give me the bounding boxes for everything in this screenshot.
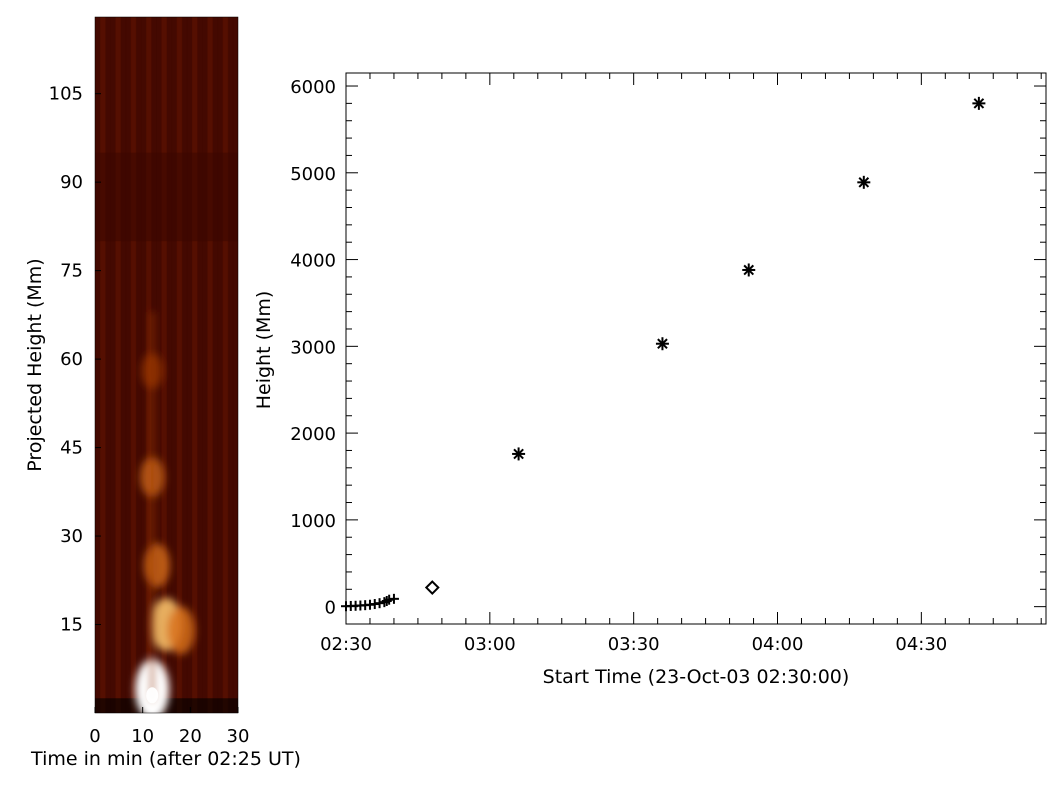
- data-point-asterisk: [972, 96, 986, 110]
- map-bright-core: [146, 687, 159, 704]
- map-streak: [212, 17, 219, 713]
- plot-x-tick-label: 03:30: [608, 634, 660, 655]
- map-streak: [202, 17, 208, 713]
- plot-x-tick-label: 03:00: [464, 634, 516, 655]
- plot-y-tick-label: 0: [325, 598, 336, 619]
- map-streak: [110, 17, 116, 713]
- map-streak: [176, 17, 183, 713]
- map-x-axis-label: Time in min (after 02:25 UT): [30, 748, 301, 770]
- map-streak: [166, 17, 173, 713]
- intensity-map-panel: 15 30 45 60 75 90 105 0 10 20 30 Projected Height…: [24, 16, 301, 770]
- intensity-map-frame: [94, 16, 239, 714]
- plot-y-tick-label: 6000: [290, 77, 336, 98]
- map-streak: [186, 17, 193, 713]
- plot-y-axis-label: Height (Mm): [253, 291, 275, 410]
- map-streak: [120, 17, 127, 713]
- map-streak: [207, 17, 213, 713]
- map-streak: [161, 17, 167, 713]
- data-point-plus: [381, 596, 392, 607]
- data-point-plus: [379, 597, 390, 608]
- data-point-diamond: [424, 580, 440, 595]
- plot-frame: [345, 72, 1047, 625]
- map-streak: [135, 17, 142, 713]
- map-y-tick-label: 105: [49, 84, 83, 105]
- map-y-tick-label: 15: [60, 615, 83, 636]
- plot-x-tick-label: 04:00: [752, 634, 804, 655]
- map-x-tick-label: 10: [131, 726, 154, 747]
- plot-x-tick-label: 02:30: [320, 634, 372, 655]
- data-point-asterisk: [512, 447, 526, 461]
- map-bright-feature: [166, 606, 195, 655]
- map-streak: [125, 17, 132, 713]
- map-y-tick-label: 30: [60, 526, 83, 547]
- map-streak: [95, 17, 101, 713]
- plot-y-tick-label: 2000: [290, 424, 336, 445]
- map-dark-band: [95, 152, 238, 242]
- height-time-plot: 0 1000 2000 3000 4000 5000 6000 02:30 03:00 03:3…: [253, 72, 1047, 688]
- data-point-plus: [388, 593, 399, 604]
- map-y-tick-label: 60: [60, 349, 83, 370]
- data-point-asterisk: [655, 337, 669, 351]
- map-streak: [130, 17, 137, 713]
- map-y-axis-label: Projected Height (Mm): [24, 258, 46, 471]
- intensity-map-background: [95, 17, 238, 713]
- data-point-plus: [374, 598, 385, 609]
- map-streak: [171, 17, 178, 713]
- map-streak: [217, 17, 224, 713]
- map-x-tick-label: 0: [89, 726, 100, 747]
- data-point-asterisk: [857, 175, 871, 189]
- plot-y-tick-label: 5000: [290, 164, 336, 185]
- map-y-tick-label: 90: [60, 172, 83, 193]
- map-streak: [227, 17, 234, 713]
- map-streak: [115, 17, 122, 713]
- plot-x-tick-label: 04:30: [895, 634, 947, 655]
- plot-y-tick-label: 4000: [290, 251, 336, 272]
- map-streak: [105, 17, 111, 713]
- map-bright-feature: [143, 543, 170, 588]
- map-streak: [232, 17, 238, 713]
- map-streak: [192, 17, 198, 713]
- map-streak: [181, 17, 188, 713]
- plot-y-tick-label: 3000: [290, 337, 336, 358]
- map-y-tick-label: 75: [60, 261, 83, 282]
- map-streak: [222, 17, 229, 713]
- map-streak: [197, 17, 203, 713]
- map-x-tick-label: 20: [179, 726, 202, 747]
- plot-y-tick-label: 1000: [290, 511, 336, 532]
- map-x-tick-label: 30: [227, 726, 250, 747]
- data-point-asterisk: [742, 263, 756, 277]
- plot-x-axis-label: Start Time (23-Oct-03 02:30:00): [543, 666, 850, 688]
- map-streak: [100, 17, 106, 713]
- map-y-tick-label: 45: [60, 438, 83, 459]
